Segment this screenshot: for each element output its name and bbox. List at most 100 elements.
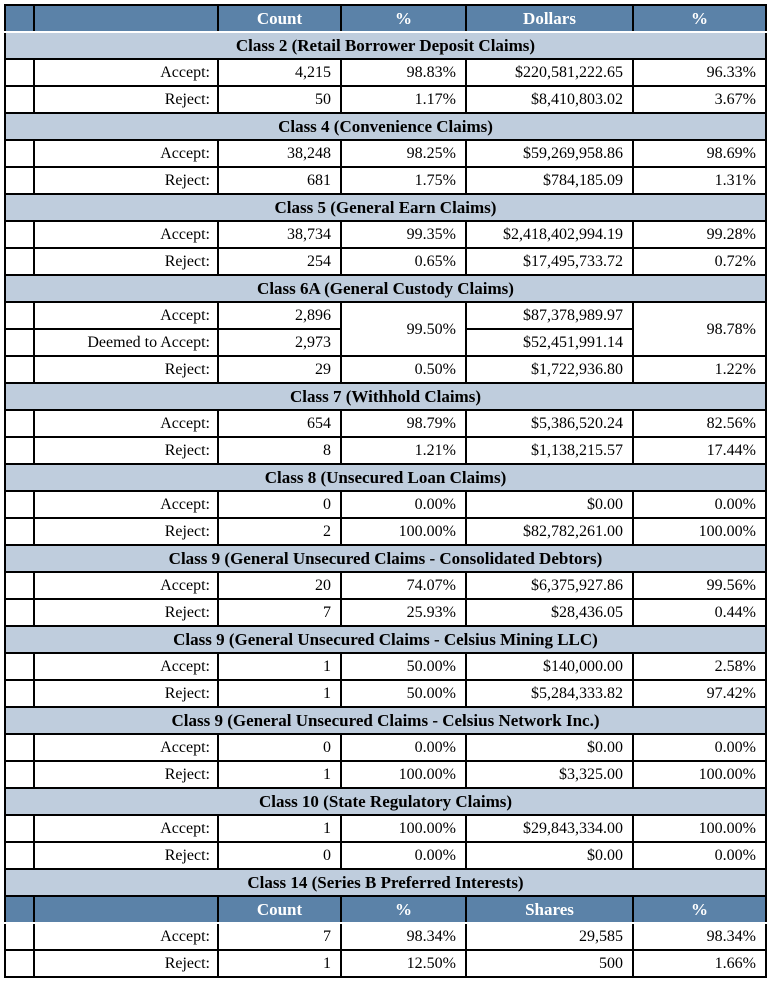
count-pct-cell: 99.35% (340, 220, 467, 249)
table-row: Reject: 681 1.75% $784,185.09 1.31% (4, 166, 767, 195)
amount-pct-cell: 0.00% (632, 490, 767, 519)
section-header-row: Class 9 (General Unsecured Claims - Cons… (4, 544, 767, 573)
count-pct-cell: 74.07% (340, 571, 467, 600)
row-spacer-cell (4, 922, 35, 951)
column-header-row: Count % Dollars % (4, 4, 767, 33)
section-title: Class 7 (Withhold Claims) (4, 382, 767, 411)
amount-pct-cell: 2.58% (632, 652, 767, 681)
section-header-row: Class 4 (Convenience Claims) (4, 112, 767, 141)
table-row: Accept: 38,248 98.25% $59,269,958.86 98.69% (4, 139, 767, 168)
table-row: Reject: 1 100.00% $3,325.00 100.00% (4, 760, 767, 789)
count-cell: 8 (217, 436, 342, 465)
count-cell: 2 (217, 517, 342, 546)
row-spacer-cell (4, 139, 35, 168)
row-spacer-cell (4, 814, 35, 843)
count-pct-cell: 0.00% (340, 841, 467, 870)
amount-pct-cell: 100.00% (632, 517, 767, 546)
table-row: Reject: 8 1.21% $1,138,215.57 17.44% (4, 436, 767, 465)
count-pct-cell: 1.21% (340, 436, 467, 465)
amount-cell: $140,000.00 (465, 652, 634, 681)
amount-cell: $52,451,991.14 (465, 328, 634, 357)
table-row: Reject: 29 0.50% $1,722,936.80 1.22% (4, 355, 767, 384)
count-pct-cell: 50.00% (340, 652, 467, 681)
row-spacer-cell (4, 571, 35, 600)
row-spacer-cell (4, 328, 35, 357)
count-pct-cell: 1.75% (340, 166, 467, 195)
count-pct-cell: 0.50% (340, 355, 467, 384)
count-pct-cell: 98.83% (340, 58, 467, 87)
amount-pct-cell: 17.44% (632, 436, 767, 465)
section-title: Class 9 (General Unsecured Claims - Cels… (4, 706, 767, 735)
row-label: Reject: (33, 436, 219, 465)
count-pct-cell: 1.17% (340, 85, 467, 114)
amount-cell: $87,378,989.97 (465, 301, 634, 330)
row-spacer-cell (4, 949, 35, 978)
section-title: Class 6A (General Custody Claims) (4, 274, 767, 303)
count-cell: 38,248 (217, 139, 342, 168)
count-cell: 29 (217, 355, 342, 384)
table-row: Accept: 4,215 98.83% $220,581,222.65 96.33% (4, 58, 767, 87)
row-spacer-cell (4, 517, 35, 546)
amount-pct-cell: 0.00% (632, 733, 767, 762)
row-spacer-cell (4, 85, 35, 114)
amount-cell: $17,495,733.72 (465, 247, 634, 276)
col-header-count-pct: % (340, 4, 467, 33)
col-header-2: Shares (465, 895, 634, 924)
row-spacer-cell (4, 652, 35, 681)
amount-cell: 29,585 (465, 922, 634, 951)
count-cell: 7 (217, 922, 342, 951)
amount-cell: $0.00 (465, 490, 634, 519)
row-label: Accept: (33, 58, 219, 87)
row-spacer-cell (4, 355, 35, 384)
amount-cell: $0.00 (465, 841, 634, 870)
count-pct-cell: 0.00% (340, 733, 467, 762)
count-cell: 1 (217, 679, 342, 708)
amount-pct-cell: 99.56% (632, 571, 767, 600)
count-pct-cell: 50.00% (340, 679, 467, 708)
amount-pct-cell: 0.00% (632, 841, 767, 870)
row-label: Reject: (33, 85, 219, 114)
count-cell: 20 (217, 571, 342, 600)
count-cell: 0 (217, 841, 342, 870)
row-label: Accept: (33, 652, 219, 681)
count-cell: 4,215 (217, 58, 342, 87)
column-header-row: Count% Shares% (4, 895, 767, 924)
row-spacer-cell (4, 220, 35, 249)
table-row: Accept: 0 0.00% $0.00 0.00% (4, 733, 767, 762)
count-cell: 0 (217, 733, 342, 762)
section-header-row: Class 10 (State Regulatory Claims) (4, 787, 767, 816)
count-pct-cell: 98.25% (340, 139, 467, 168)
row-label: Reject: (33, 247, 219, 276)
row-spacer-cell (4, 679, 35, 708)
section-title: Class 5 (General Earn Claims) (4, 193, 767, 222)
amount-cell: $784,185.09 (465, 166, 634, 195)
count-cell: 2,973 (217, 328, 342, 357)
count-cell: 1 (217, 814, 342, 843)
table-row: Accept: 0 0.00% $0.00 0.00% (4, 490, 767, 519)
count-pct-cell: 25.93% (340, 598, 467, 627)
amount-cell: $5,386,520.24 (465, 409, 634, 438)
table-row: Reject: 0 0.00% $0.00 0.00% (4, 841, 767, 870)
col-header-dollars: Dollars (465, 4, 634, 33)
amount-pct-cell: 97.42% (632, 679, 767, 708)
amount-pct-cell: 3.67% (632, 85, 767, 114)
section-header-row: Class 7 (Withhold Claims) (4, 382, 767, 411)
table-row: Accept: 38,734 99.35% $2,418,402,994.19 99.2… (4, 220, 767, 249)
header-label-spacer-cell (33, 4, 219, 33)
count-cell: 1 (217, 652, 342, 681)
table-row: Accept: 20 74.07% $6,375,927.86 99.56% (4, 571, 767, 600)
amount-pct-cell: 0.44% (632, 598, 767, 627)
amount-pct-cell: 82.56% (632, 409, 767, 438)
document-page: Count % Dollars % Class 2 (Retail Borrow… (0, 4, 768, 978)
amount-pct-cell: 1.31% (632, 166, 767, 195)
section-title: Class 8 (Unsecured Loan Claims) (4, 463, 767, 492)
section-title: Class 14 (Series B Preferred Interests) (4, 868, 767, 897)
row-label: Reject: (33, 166, 219, 195)
table-row: Reject: 1 12.50% 500 1.66% (4, 949, 767, 978)
amount-pct-cell: 98.34% (632, 922, 767, 951)
col-header-1: % (340, 895, 467, 924)
count-pct-cell: 100.00% (340, 517, 467, 546)
section-header-row: Class 6A (General Custody Claims) (4, 274, 767, 303)
count-cell: 50 (217, 85, 342, 114)
row-label: Accept: (33, 814, 219, 843)
